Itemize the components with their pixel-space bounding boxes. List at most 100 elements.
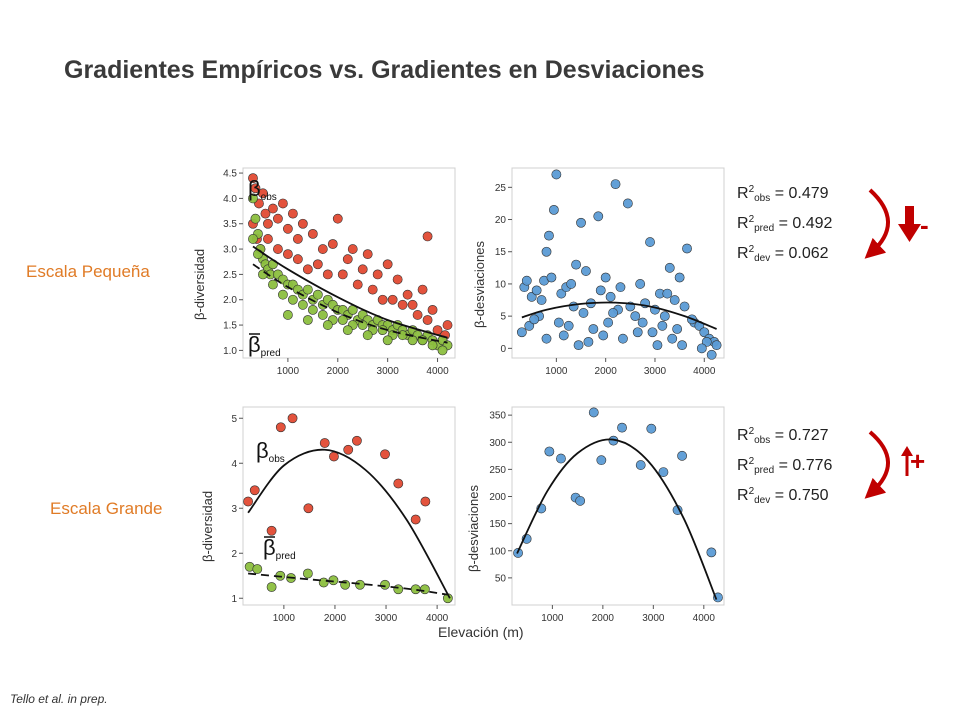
x-tick-label: 3000 xyxy=(642,613,665,624)
data-point xyxy=(393,478,404,489)
data-point xyxy=(610,179,621,190)
data-point xyxy=(250,183,261,194)
data-point xyxy=(622,198,633,209)
data-point xyxy=(600,272,611,283)
y-tick-label: 1.0 xyxy=(223,346,237,357)
data-point xyxy=(387,294,398,305)
data-point xyxy=(312,289,323,300)
chart-panel-1: 1000 2000 3000 4000 1.0 1.5 2.0 2.5 3.0 3.5 4.0 4.5… xyxy=(223,167,456,377)
data-point xyxy=(556,453,566,464)
data-point xyxy=(273,244,283,254)
data-point xyxy=(382,335,393,346)
y-tick-label: 10 xyxy=(495,279,507,290)
data-point xyxy=(442,320,453,330)
data-point xyxy=(362,330,373,341)
fit-line xyxy=(516,438,718,600)
data-point xyxy=(287,294,298,305)
data-point xyxy=(377,294,388,305)
x-tick-label: 1000 xyxy=(273,613,296,624)
data-point xyxy=(581,266,591,276)
y-tick-label: 2 xyxy=(231,549,237,560)
y-tick-label: 15 xyxy=(495,247,507,258)
data-point xyxy=(342,254,353,265)
data-point xyxy=(593,211,604,222)
y-tick-label: 250 xyxy=(489,465,506,476)
fit-line xyxy=(247,448,451,599)
data-point xyxy=(596,455,607,466)
data-point xyxy=(608,308,618,318)
data-point xyxy=(664,262,675,273)
data-point xyxy=(672,324,683,334)
data-point xyxy=(646,423,657,434)
beta-annotation: βpred xyxy=(248,332,281,359)
data-point xyxy=(598,330,609,341)
page-title: Gradientes Empíricos vs. Gradientes en D… xyxy=(64,56,705,84)
data-point xyxy=(437,345,448,356)
x-tick-label: 2000 xyxy=(324,613,347,624)
data-point xyxy=(531,285,542,296)
data-point xyxy=(249,485,260,496)
data-point xyxy=(263,218,273,229)
data-point xyxy=(657,320,668,331)
y-tick-label: 4.0 xyxy=(223,194,237,205)
y-tick-label: 3 xyxy=(231,504,237,515)
data-point xyxy=(595,285,606,296)
y-tick-label: 1.5 xyxy=(223,321,237,332)
data-point xyxy=(658,467,669,477)
data-point xyxy=(615,282,626,293)
data-point xyxy=(343,444,354,455)
data-point xyxy=(635,460,646,470)
data-point xyxy=(563,320,574,331)
data-point xyxy=(588,324,599,334)
curved-arrow-large xyxy=(864,430,890,499)
data-point xyxy=(318,577,329,588)
x-tick-label: 3000 xyxy=(377,366,400,377)
x-tick-label: 4000 xyxy=(426,366,449,377)
data-point xyxy=(248,234,258,244)
data-point xyxy=(372,269,383,280)
data-point xyxy=(248,193,258,204)
data-point xyxy=(307,228,318,239)
y-tick-label: 4 xyxy=(231,459,237,470)
data-point xyxy=(412,310,423,320)
data-point xyxy=(575,495,586,506)
data-point xyxy=(392,274,403,285)
decrease-sign: - xyxy=(920,210,929,240)
data-point xyxy=(549,204,559,215)
data-point xyxy=(583,336,594,347)
y-tick-label: 1 xyxy=(231,594,237,605)
data-point xyxy=(645,237,655,247)
x-tick-label: 1000 xyxy=(277,366,300,377)
data-point xyxy=(573,340,584,351)
stat-r2-obs: R2obs = 0.727 xyxy=(737,426,829,446)
x-tick-label: 3000 xyxy=(644,366,667,377)
down-arrow-icon xyxy=(898,206,921,242)
data-point xyxy=(659,311,670,322)
stat-r2-obs: R2obs = 0.479 xyxy=(737,184,829,204)
data-point xyxy=(578,308,589,318)
y-tick-label: 2.0 xyxy=(223,295,237,306)
x-tick-label: 4000 xyxy=(426,613,449,624)
data-point xyxy=(268,279,278,290)
data-point xyxy=(258,269,268,280)
x-tick-label: 1000 xyxy=(545,366,568,377)
stat-r2-dev: R2dev = 0.062 xyxy=(737,244,829,264)
y-tick-label: 350 xyxy=(489,411,506,422)
data-point xyxy=(252,564,263,574)
data-point xyxy=(275,422,286,433)
x-tick-label: 3000 xyxy=(375,613,398,624)
y-tick-label: 50 xyxy=(495,573,507,584)
data-point xyxy=(677,450,688,461)
y-tick-label: 0 xyxy=(500,344,506,355)
stat-r2-dev: R2dev = 0.750 xyxy=(737,486,829,506)
increase-sign: + xyxy=(910,446,926,476)
fit-line xyxy=(521,301,717,330)
data-point xyxy=(630,311,641,322)
data-point xyxy=(307,304,318,315)
data-point xyxy=(632,327,643,338)
data-point xyxy=(427,340,438,351)
data-point xyxy=(266,525,277,536)
data-point xyxy=(417,284,428,295)
up-arrow-icon xyxy=(901,446,913,476)
data-point xyxy=(402,289,413,300)
